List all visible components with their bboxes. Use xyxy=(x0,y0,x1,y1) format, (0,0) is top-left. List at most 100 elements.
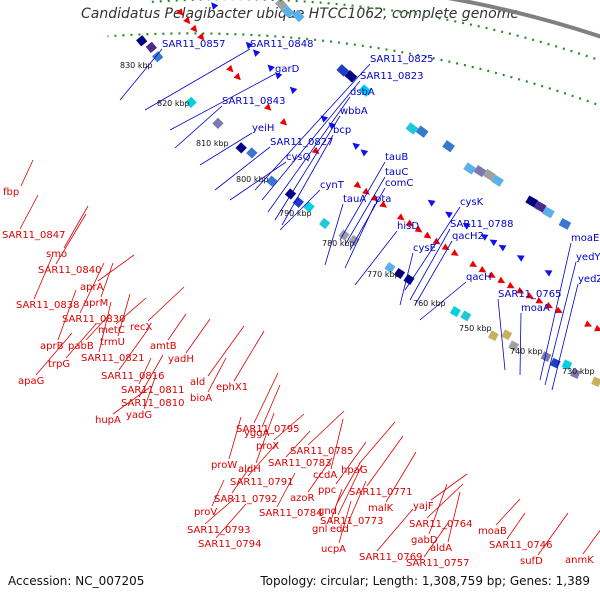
reverse-leader-line xyxy=(231,466,251,494)
forward-leader-line xyxy=(551,283,579,391)
reverse-gene-label: SAR11_0773 xyxy=(320,516,384,527)
feature-segment xyxy=(449,306,461,317)
reverse-leader-line xyxy=(185,318,211,354)
reverse-gene-label: SAR11_0764 xyxy=(409,519,473,530)
gene-arrow xyxy=(489,239,498,247)
reverse-gene-label: fbp xyxy=(3,187,19,198)
reverse-gene-label: yadG xyxy=(126,410,152,421)
reverse-gene-label: SAR11_0757 xyxy=(406,558,470,569)
forward-gene-label: yedZ xyxy=(578,274,600,285)
gene-arrow xyxy=(478,265,487,273)
gene-arrow xyxy=(183,16,191,25)
reverse-leader-line xyxy=(35,332,73,376)
reverse-gene-label: moaB xyxy=(478,526,507,537)
reverse-leader-line xyxy=(253,372,279,424)
reverse-gene-label: pabB xyxy=(68,341,94,352)
reverse-gene-label: aprB xyxy=(40,341,64,352)
gene-arrow xyxy=(497,276,506,284)
reverse-leader-line xyxy=(430,473,468,501)
forward-gene-label: yedY xyxy=(576,252,600,263)
gene-arrow xyxy=(252,49,261,57)
reverse-gene-label: SAR11_0840 xyxy=(38,265,102,276)
forward-leader-line xyxy=(404,206,461,291)
reverse-leader-line xyxy=(204,497,236,525)
gene-arrow xyxy=(320,115,329,123)
feature-segment xyxy=(384,262,396,274)
feature-segment xyxy=(212,117,224,130)
feature-segment xyxy=(508,340,520,352)
gene-arrow xyxy=(516,255,525,262)
kbp-tick-label: 780 kbp xyxy=(322,239,355,248)
forward-gene-label: SAR11_0857 xyxy=(162,39,226,50)
reverse-leader-line xyxy=(447,491,461,543)
reverse-leader-line xyxy=(97,254,135,282)
gene-arrow xyxy=(498,244,507,252)
reverse-leader-line xyxy=(98,301,112,353)
gene-arrow xyxy=(423,231,432,239)
reverse-gene-label: trpG xyxy=(48,359,70,370)
feature-segment xyxy=(336,64,350,77)
reverse-leader-line xyxy=(100,262,114,298)
reverse-gene-label: SAR11_0746 xyxy=(489,540,553,551)
feature-segment xyxy=(235,142,247,154)
forward-leader-line xyxy=(254,63,371,191)
forward-leader-line xyxy=(229,161,287,201)
gene-arrow xyxy=(176,8,184,16)
forward-gene-label: moaE xyxy=(571,233,599,244)
reverse-leader-line xyxy=(247,441,279,477)
reverse-gene-label: anmK xyxy=(565,555,594,566)
reverse-gene-label: yadH xyxy=(168,354,194,365)
kbp-tick-label: 830 kbp xyxy=(120,61,153,70)
reverse-gene-label: bioA xyxy=(190,393,212,404)
feature-segment xyxy=(344,70,358,83)
feature-segment xyxy=(501,329,513,341)
gene-arrow xyxy=(554,306,563,313)
reverse-gene-label: proV xyxy=(194,507,217,518)
gene-arrow xyxy=(594,324,600,332)
reverse-gene-label: smo xyxy=(46,249,67,260)
gene-label-layer: SAR11_0857 SAR11_0848 garD SAR11_0843 yeiH SA… xyxy=(2,39,600,569)
gene-arrow xyxy=(487,271,496,278)
reverse-leader-line xyxy=(167,313,187,341)
reverse-gene-label: aldH xyxy=(238,464,261,475)
reverse-gene-label: SAR11_0785 xyxy=(290,446,354,457)
feature-segment xyxy=(145,41,157,54)
reverse-gene-label: ccdA xyxy=(313,470,337,481)
forward-gene-label: hisD xyxy=(397,221,419,232)
gene-arrow xyxy=(535,297,544,304)
reverse-leader-line xyxy=(285,430,311,458)
gene-arrow xyxy=(584,320,593,327)
feature-segment xyxy=(136,35,148,47)
feature-segment xyxy=(291,9,305,23)
forward-leader-line xyxy=(339,161,386,241)
reverse-gene-label: SAR11_0847 xyxy=(2,230,66,241)
reverse-gene-label: gnd xyxy=(318,506,337,517)
kbp-tick-layer: 830 kbp 820 kbp 810 kbp 800 kbp 790 kbp 780 k… xyxy=(120,61,595,376)
forward-leader-line xyxy=(261,80,361,201)
reverse-gene-label: ephX1 xyxy=(216,382,248,393)
forward-leader-line xyxy=(409,228,451,301)
reverse-leader-line xyxy=(338,500,352,544)
feature-segment xyxy=(442,140,455,153)
feature-segment xyxy=(405,122,419,135)
gene-arrow xyxy=(352,142,361,150)
gene-arrow xyxy=(432,237,441,245)
forward-leader-line xyxy=(214,146,271,191)
feature-segment xyxy=(275,0,288,11)
reverse-leader-line xyxy=(57,289,77,341)
feature-segment xyxy=(570,368,581,379)
gene-arrow xyxy=(516,287,525,294)
forward-gene-label: SAR11_0843 xyxy=(222,96,286,107)
gene-arrow xyxy=(506,281,515,289)
reverse-leader-line xyxy=(79,262,105,314)
gene-arrow xyxy=(211,2,219,10)
reverse-leader-line xyxy=(215,503,247,539)
reverse-leader-line xyxy=(261,384,281,428)
feature-segment xyxy=(393,267,406,280)
reverse-gene-label: ppc xyxy=(318,485,336,496)
forward-leader-line xyxy=(274,115,341,221)
reverse-gene-label: aprA xyxy=(80,282,104,293)
gene-arrow xyxy=(289,86,298,95)
forward-leader-line xyxy=(419,281,467,321)
